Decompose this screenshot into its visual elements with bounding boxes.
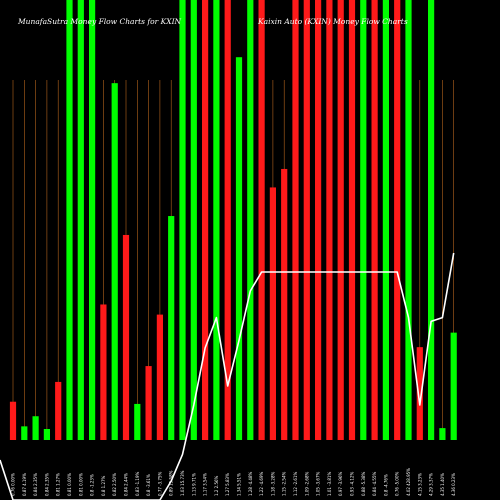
volume-bar <box>371 0 378 440</box>
volume-bar <box>145 366 152 440</box>
volume-bar <box>450 332 457 440</box>
x-tick-label: 0.8 -4.76% <box>383 474 388 496</box>
x-tick-label: 0.76 0.00% <box>11 473 16 496</box>
x-tick-label: 0.84 -4.55% <box>372 471 377 496</box>
volume-bar <box>89 0 96 440</box>
x-tick-label: 1.17 3.54% <box>203 473 208 496</box>
volume-bar <box>179 0 186 440</box>
volume-bar <box>281 168 288 440</box>
x-tick-label: 4.15 3.23% <box>417 473 422 496</box>
volume-bar <box>122 234 130 440</box>
volume-bar <box>394 0 401 440</box>
x-tick-label: 0.82 2.50% <box>112 473 117 496</box>
x-tick-label: 0.84 2.35% <box>44 473 49 496</box>
volume-bar <box>348 0 356 440</box>
x-tick-label: 1.34 5.51% <box>237 473 242 496</box>
x-tick-label: 1.12 -2.61% <box>293 471 298 496</box>
volume-bar <box>134 403 141 440</box>
volume-bar <box>258 0 265 440</box>
x-tick-label: 1.22 -4.69% <box>259 471 264 496</box>
x-tick-label: 0.76 -5.00% <box>395 471 400 496</box>
x-tick-label: 0.8 1.27% <box>101 475 106 496</box>
x-tick-label: 1.03 15.73% <box>180 470 185 496</box>
x-tick-label: 1.09 -2.68% <box>304 471 309 496</box>
x-tick-label: 0.88 -5.38% <box>361 471 366 496</box>
volume-bar <box>247 0 254 440</box>
volume-bar <box>439 428 446 440</box>
volume-bar <box>224 0 231 440</box>
volume-bar <box>235 57 243 440</box>
volume-bar <box>66 0 73 440</box>
x-tick-label: 0.97 -3.96% <box>338 471 343 496</box>
volume-bar <box>292 0 299 440</box>
volume-bar <box>405 0 412 440</box>
volume-bar <box>100 304 107 440</box>
x-tick-label: 0.8 -3.61% <box>146 474 151 496</box>
x-tick-label: 0.83 -1.19% <box>135 471 140 496</box>
x-tick-labels: 0.76 0.00% 0.87 4.19% 0.84 2.35% 0.84 2.35%… <box>11 468 457 496</box>
volume-bar <box>382 0 389 440</box>
x-tick-label: 0.77 -3.75% <box>157 471 162 496</box>
volume-bars <box>9 0 457 440</box>
volume-bar <box>32 416 39 440</box>
volume-bar <box>190 0 197 440</box>
volume-bar <box>202 0 209 440</box>
x-tick-label: 0.84 2.44% <box>124 473 129 496</box>
x-tick-label: 4.29 3.37% <box>429 473 434 496</box>
volume-bar <box>55 381 62 440</box>
volume-bar <box>315 0 322 440</box>
right-title: Kaixin Auto (KXIN) Money Flow Charts <box>257 17 408 26</box>
x-tick-label: 1.28 -4.48% <box>248 471 253 496</box>
volume-bar <box>337 0 344 440</box>
x-tick-label: 1.18 -3.28% <box>270 471 275 496</box>
x-tick-label: 0.89 15.58% <box>169 470 174 496</box>
volume-bar <box>43 429 50 440</box>
x-tick-label: 1.2 2.56% <box>214 475 219 496</box>
volume-bar <box>269 187 276 440</box>
price-line-layer <box>0 252 455 500</box>
x-tick-label: 0.84 2.35% <box>33 473 38 496</box>
x-tick-label: 0.8 -1.23% <box>90 474 95 496</box>
x-tick-label: 0.81 0.00% <box>78 473 83 496</box>
x-tick-label: 4.36 0.23% <box>451 473 456 496</box>
volume-bar <box>156 314 163 440</box>
x-tick-label: 0.93 -4.12% <box>350 471 355 496</box>
volume-bar <box>428 0 435 440</box>
volume-bar <box>111 83 118 440</box>
x-tick-label: 0.81 0.00% <box>67 473 72 496</box>
volume-bar <box>360 0 367 440</box>
x-tick-label: 1.27 5.83% <box>225 473 230 496</box>
volume-bar <box>303 0 310 440</box>
x-tick-label: 1.13 9.71% <box>191 473 196 496</box>
volume-bar <box>416 347 423 440</box>
volume-bar <box>21 426 28 440</box>
volume-bar <box>9 401 17 440</box>
price-line <box>0 252 455 500</box>
x-tick-label: 1.15 -2.54% <box>282 471 287 496</box>
volume-bar <box>168 216 175 440</box>
x-tick-label: 0.81 1.27% <box>56 473 61 496</box>
volume-bar <box>326 0 333 440</box>
left-title: MunafaSutra Money Flow Charts for KXIN <box>17 17 182 26</box>
volume-bar <box>77 0 84 440</box>
x-tick-label: 4.02 428.95% <box>406 468 411 496</box>
x-tick-label: 1.05 -3.67% <box>316 471 321 496</box>
x-tick-label: 1.01 -3.81% <box>327 471 332 496</box>
x-tick-label: 4.35 1.40% <box>440 473 445 496</box>
x-tick-label: 0.87 4.19% <box>22 473 27 496</box>
volume-bar <box>213 0 220 440</box>
